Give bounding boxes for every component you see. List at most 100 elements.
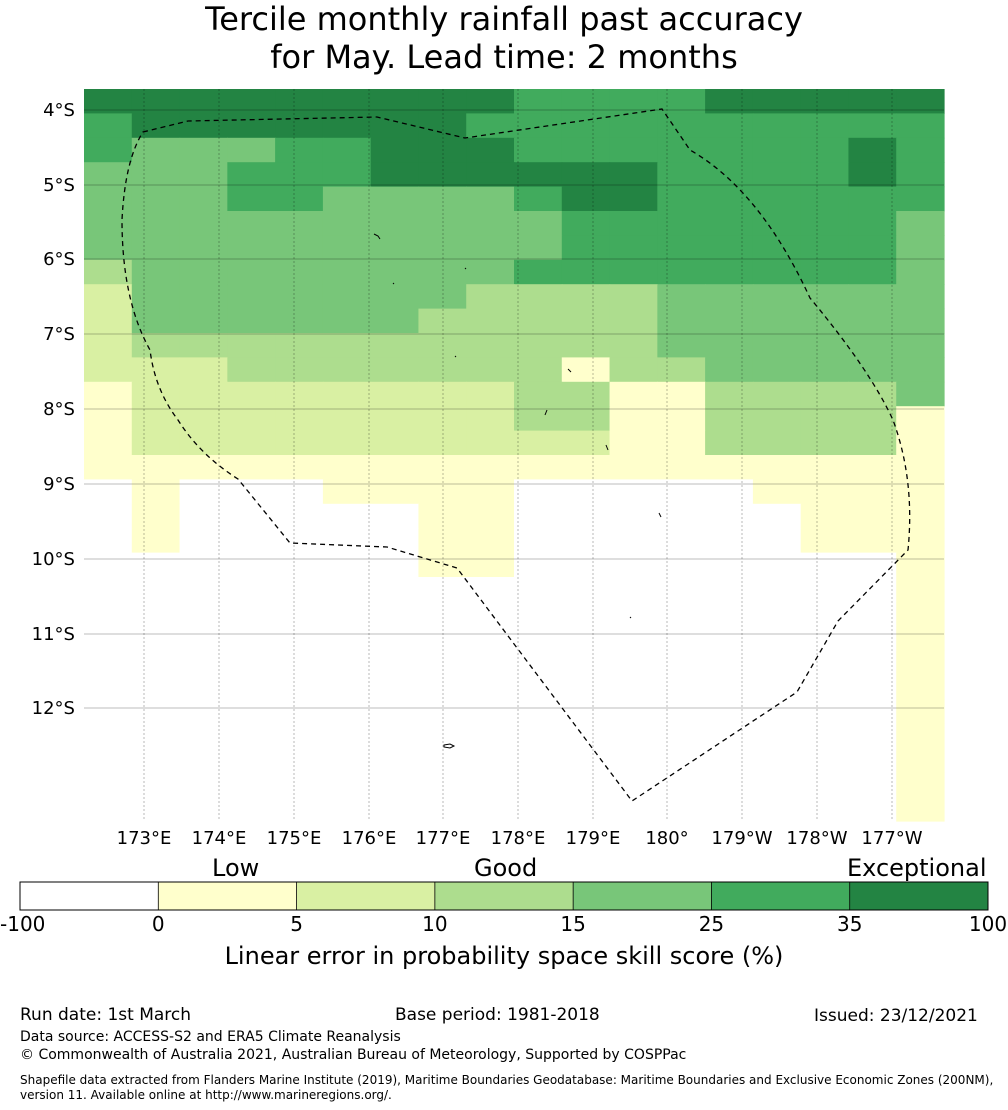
grid-cell <box>466 528 515 554</box>
grid-cell <box>227 699 276 724</box>
grid-cell <box>131 137 181 163</box>
grid-cell <box>466 552 515 578</box>
grid-cell <box>705 650 754 676</box>
grid-cell <box>418 308 467 334</box>
grid-cell <box>179 528 228 554</box>
grid-cell <box>84 552 133 578</box>
grid-cell <box>275 601 324 627</box>
grid-cell <box>322 528 372 554</box>
grid-cell <box>275 137 324 163</box>
grid-cell <box>275 259 324 285</box>
grid-cell <box>561 259 611 285</box>
colorbar-tick-label: 35 <box>836 912 863 936</box>
grid-cell <box>514 625 563 651</box>
grid-cell <box>896 381 945 407</box>
grid-cell <box>370 357 420 383</box>
grid-cell <box>848 259 897 285</box>
latitude-label: 10°S <box>32 549 75 570</box>
grid-cell <box>179 503 228 529</box>
grid-cell <box>848 747 897 773</box>
grid-cell <box>752 747 802 773</box>
colorbar-tick-label: 15 <box>560 912 586 936</box>
grid-cell <box>657 406 706 432</box>
base-period: Base period: 1981-2018 <box>395 1005 600 1025</box>
grid-cell <box>131 113 181 139</box>
grid-cell <box>322 113 372 139</box>
grid-cell <box>418 430 467 456</box>
grid-cell <box>84 601 133 627</box>
colorbar-bin <box>296 882 436 910</box>
grid-cell <box>179 699 228 724</box>
grid-cell <box>752 406 802 432</box>
grid-cell <box>705 528 754 554</box>
grid-cell <box>370 747 420 773</box>
grid-cell <box>609 430 658 456</box>
grid-cell <box>752 137 802 163</box>
grid-cell <box>657 723 706 749</box>
grid-cell <box>896 699 945 724</box>
grid-cell <box>752 333 802 358</box>
grid-cell <box>370 772 420 798</box>
grid-cell <box>848 528 897 554</box>
grid-cell <box>466 674 515 700</box>
grid-cell <box>322 455 372 480</box>
grid-cell <box>370 381 420 407</box>
grid-cell <box>514 674 563 700</box>
grid-cell <box>800 747 850 773</box>
longitude-label: 177°W <box>861 828 922 849</box>
grid-cell <box>800 381 850 407</box>
grid-cell <box>896 235 945 261</box>
grid-cell <box>466 796 515 822</box>
grid-cell <box>848 430 897 456</box>
grid-cell <box>275 674 324 700</box>
colorbar-category-exceptional: Exceptional <box>847 854 987 882</box>
grid-cell <box>275 186 324 212</box>
grid-cell <box>418 89 467 114</box>
colorbar-tick-label: 100 <box>968 912 1008 936</box>
grid-cell <box>322 259 372 285</box>
grid-cell <box>322 552 372 578</box>
grid-cell <box>370 625 420 651</box>
grid-cell <box>227 674 276 700</box>
grid-cell <box>84 577 133 602</box>
grid-cell <box>466 479 515 505</box>
latitude-label: 6°S <box>43 249 75 270</box>
latitude-label: 4°S <box>43 100 75 121</box>
grid-cell <box>514 89 563 114</box>
grid-cell <box>800 796 850 822</box>
colorbar-label: Linear error in probability space skill … <box>224 942 784 970</box>
grid-cell <box>418 601 467 627</box>
grid-cell <box>322 186 372 212</box>
grid-cell <box>896 577 945 602</box>
grid-cell <box>848 235 897 261</box>
grid-cell <box>896 650 945 676</box>
grid-cell <box>752 674 802 700</box>
grid-cell <box>705 211 754 236</box>
grid-cell <box>227 381 276 407</box>
grid-cell <box>466 235 515 261</box>
grid-cell <box>561 162 611 188</box>
data-source: Data source: ACCESS-S2 and ERA5 Climate … <box>20 1029 401 1045</box>
grid-cell <box>131 772 181 798</box>
grid-cell <box>179 137 228 163</box>
longitude-label: 179°W <box>711 828 772 849</box>
grid-cell <box>514 284 563 310</box>
grid-cell <box>275 528 324 554</box>
grid-cell <box>131 259 181 285</box>
island-outlines <box>373 233 662 749</box>
issued-date: Issued: 23/12/2021 <box>814 1006 978 1026</box>
grid-cell <box>275 479 324 505</box>
grid-cell <box>561 577 611 602</box>
grid-cell <box>848 625 897 651</box>
island-shape <box>544 409 548 416</box>
chart-title: Tercile monthly rainfall past accuracy f… <box>0 0 1008 76</box>
grid-cell <box>609 674 658 700</box>
grid-cell <box>418 162 467 188</box>
grid-cell <box>705 284 754 310</box>
longitude-label: 173°E <box>117 828 172 849</box>
grid-cell <box>609 406 658 432</box>
grid-cell <box>466 625 515 651</box>
grid-cell <box>657 455 706 480</box>
grid-cell <box>609 186 658 212</box>
grid-cell <box>84 747 133 773</box>
